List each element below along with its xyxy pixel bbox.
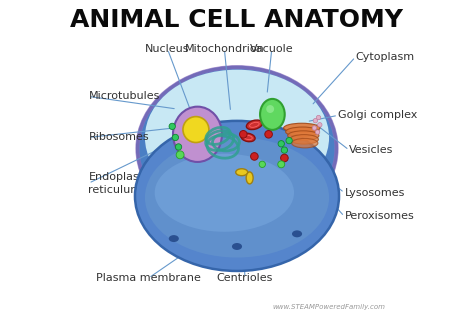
- Text: www.STEAMPoweredFamily.com: www.STEAMPoweredFamily.com: [273, 304, 385, 310]
- Text: Plasma membrane: Plasma membrane: [96, 273, 201, 283]
- Ellipse shape: [312, 126, 317, 130]
- Ellipse shape: [286, 127, 319, 137]
- Text: Lysosomes: Lysosomes: [345, 188, 405, 198]
- Ellipse shape: [145, 137, 329, 258]
- Ellipse shape: [239, 131, 247, 138]
- Text: Endoplasmic
reticulum (ER): Endoplasmic reticulum (ER): [89, 173, 169, 194]
- Ellipse shape: [316, 115, 321, 120]
- Ellipse shape: [278, 141, 284, 147]
- Text: Microtubules: Microtubules: [89, 91, 160, 101]
- Ellipse shape: [155, 154, 294, 232]
- Ellipse shape: [265, 131, 273, 138]
- Ellipse shape: [281, 147, 288, 153]
- Ellipse shape: [266, 105, 274, 113]
- Ellipse shape: [292, 138, 318, 148]
- Ellipse shape: [135, 121, 339, 271]
- Ellipse shape: [313, 118, 318, 123]
- Ellipse shape: [278, 161, 285, 168]
- Ellipse shape: [292, 230, 302, 237]
- Ellipse shape: [260, 99, 285, 130]
- Ellipse shape: [246, 172, 253, 184]
- Ellipse shape: [173, 107, 222, 162]
- Text: Peroxisomes: Peroxisomes: [345, 211, 414, 222]
- Ellipse shape: [241, 133, 255, 142]
- Ellipse shape: [183, 117, 209, 143]
- Text: Golgi complex: Golgi complex: [338, 110, 418, 120]
- Text: Centrioles: Centrioles: [217, 273, 273, 283]
- Ellipse shape: [137, 67, 337, 230]
- Text: Vacuole: Vacuole: [250, 44, 293, 54]
- Ellipse shape: [318, 123, 322, 127]
- Ellipse shape: [286, 137, 292, 144]
- Ellipse shape: [251, 153, 258, 160]
- Ellipse shape: [281, 154, 288, 162]
- Ellipse shape: [169, 235, 179, 242]
- Ellipse shape: [290, 135, 319, 144]
- Ellipse shape: [236, 169, 248, 176]
- Text: Nucleus: Nucleus: [145, 44, 190, 54]
- Ellipse shape: [288, 131, 319, 140]
- Ellipse shape: [172, 134, 179, 141]
- Text: ANIMAL CELL ANATOMY: ANIMAL CELL ANATOMY: [71, 8, 403, 32]
- Text: Ribosomes: Ribosomes: [89, 132, 149, 143]
- Ellipse shape: [315, 130, 320, 134]
- Ellipse shape: [175, 144, 182, 150]
- Ellipse shape: [232, 243, 242, 250]
- Ellipse shape: [176, 151, 184, 159]
- Ellipse shape: [246, 120, 263, 130]
- Text: Vesicles: Vesicles: [349, 145, 393, 155]
- Ellipse shape: [259, 161, 265, 167]
- Ellipse shape: [283, 123, 320, 133]
- Text: Mitochondrion: Mitochondrion: [184, 44, 264, 54]
- Ellipse shape: [169, 123, 175, 130]
- Ellipse shape: [145, 70, 329, 205]
- Text: Cytoplasm: Cytoplasm: [356, 52, 415, 62]
